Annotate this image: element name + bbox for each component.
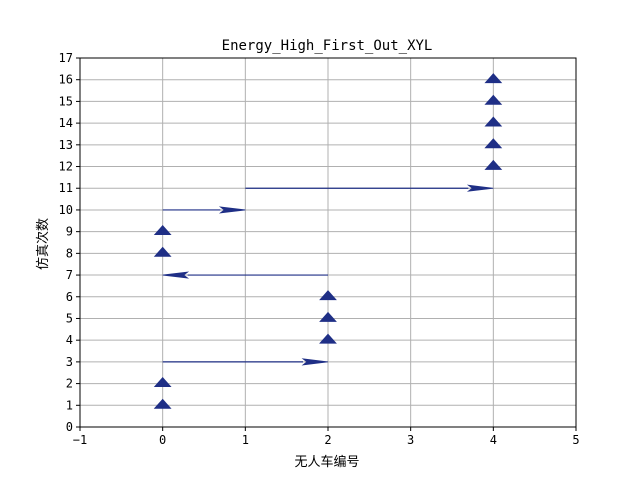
grid [79,57,577,428]
arrow-marker [319,333,337,344]
y-tick-label: 2 [66,377,73,391]
y-tick-label: 9 [66,225,73,239]
y-axis-label: 仿真次数 [35,218,51,270]
y-tick-label: 3 [66,355,73,369]
x-tick-label: 2 [324,433,331,447]
x-axis-label: 无人车编号 [294,454,359,470]
arrow [245,184,494,192]
arrow-marker [319,290,337,301]
x-tick-label: 0 [159,433,166,447]
x-tick-label: −1 [73,433,87,447]
y-tick-label: 16 [59,73,73,87]
arrow-marker [153,246,172,257]
arrow-marker [484,116,503,127]
arrow-marker [484,73,503,84]
y-tick-label: 1 [66,398,73,412]
y-tick-label: 14 [59,116,73,130]
y-tick-label: 11 [59,181,73,195]
y-tick-label: 15 [59,94,73,108]
arrow-marker [153,376,172,387]
arrow [162,206,246,214]
chart-title: Energy_High_First_Out_XYL [222,38,433,54]
arrow-marker [484,159,503,170]
y-tick-label: 17 [59,51,73,65]
x-tick-label: 1 [242,433,249,447]
y-tick-label: 7 [66,268,73,282]
y-tick-label: 8 [66,246,73,260]
x-tick-label: 4 [490,433,497,447]
arrow [162,358,329,366]
arrow-marker [319,311,337,322]
y-tick-label: 4 [66,333,73,347]
y-tick-label: 13 [59,138,73,152]
y-tick-label: 10 [59,203,73,217]
arrow-marker [153,398,172,409]
arrow-marker [153,225,172,236]
arrow-marker [484,138,503,149]
x-tick-label: 3 [407,433,414,447]
y-tick-label: 6 [66,290,73,304]
y-tick-label: 5 [66,311,73,325]
y-tick-label: 12 [59,160,73,174]
arrow-marker [484,94,503,105]
arrows [153,73,503,409]
x-tick-label: 5 [572,433,579,447]
arrow [162,271,328,279]
y-tick-label: 0 [66,420,73,434]
